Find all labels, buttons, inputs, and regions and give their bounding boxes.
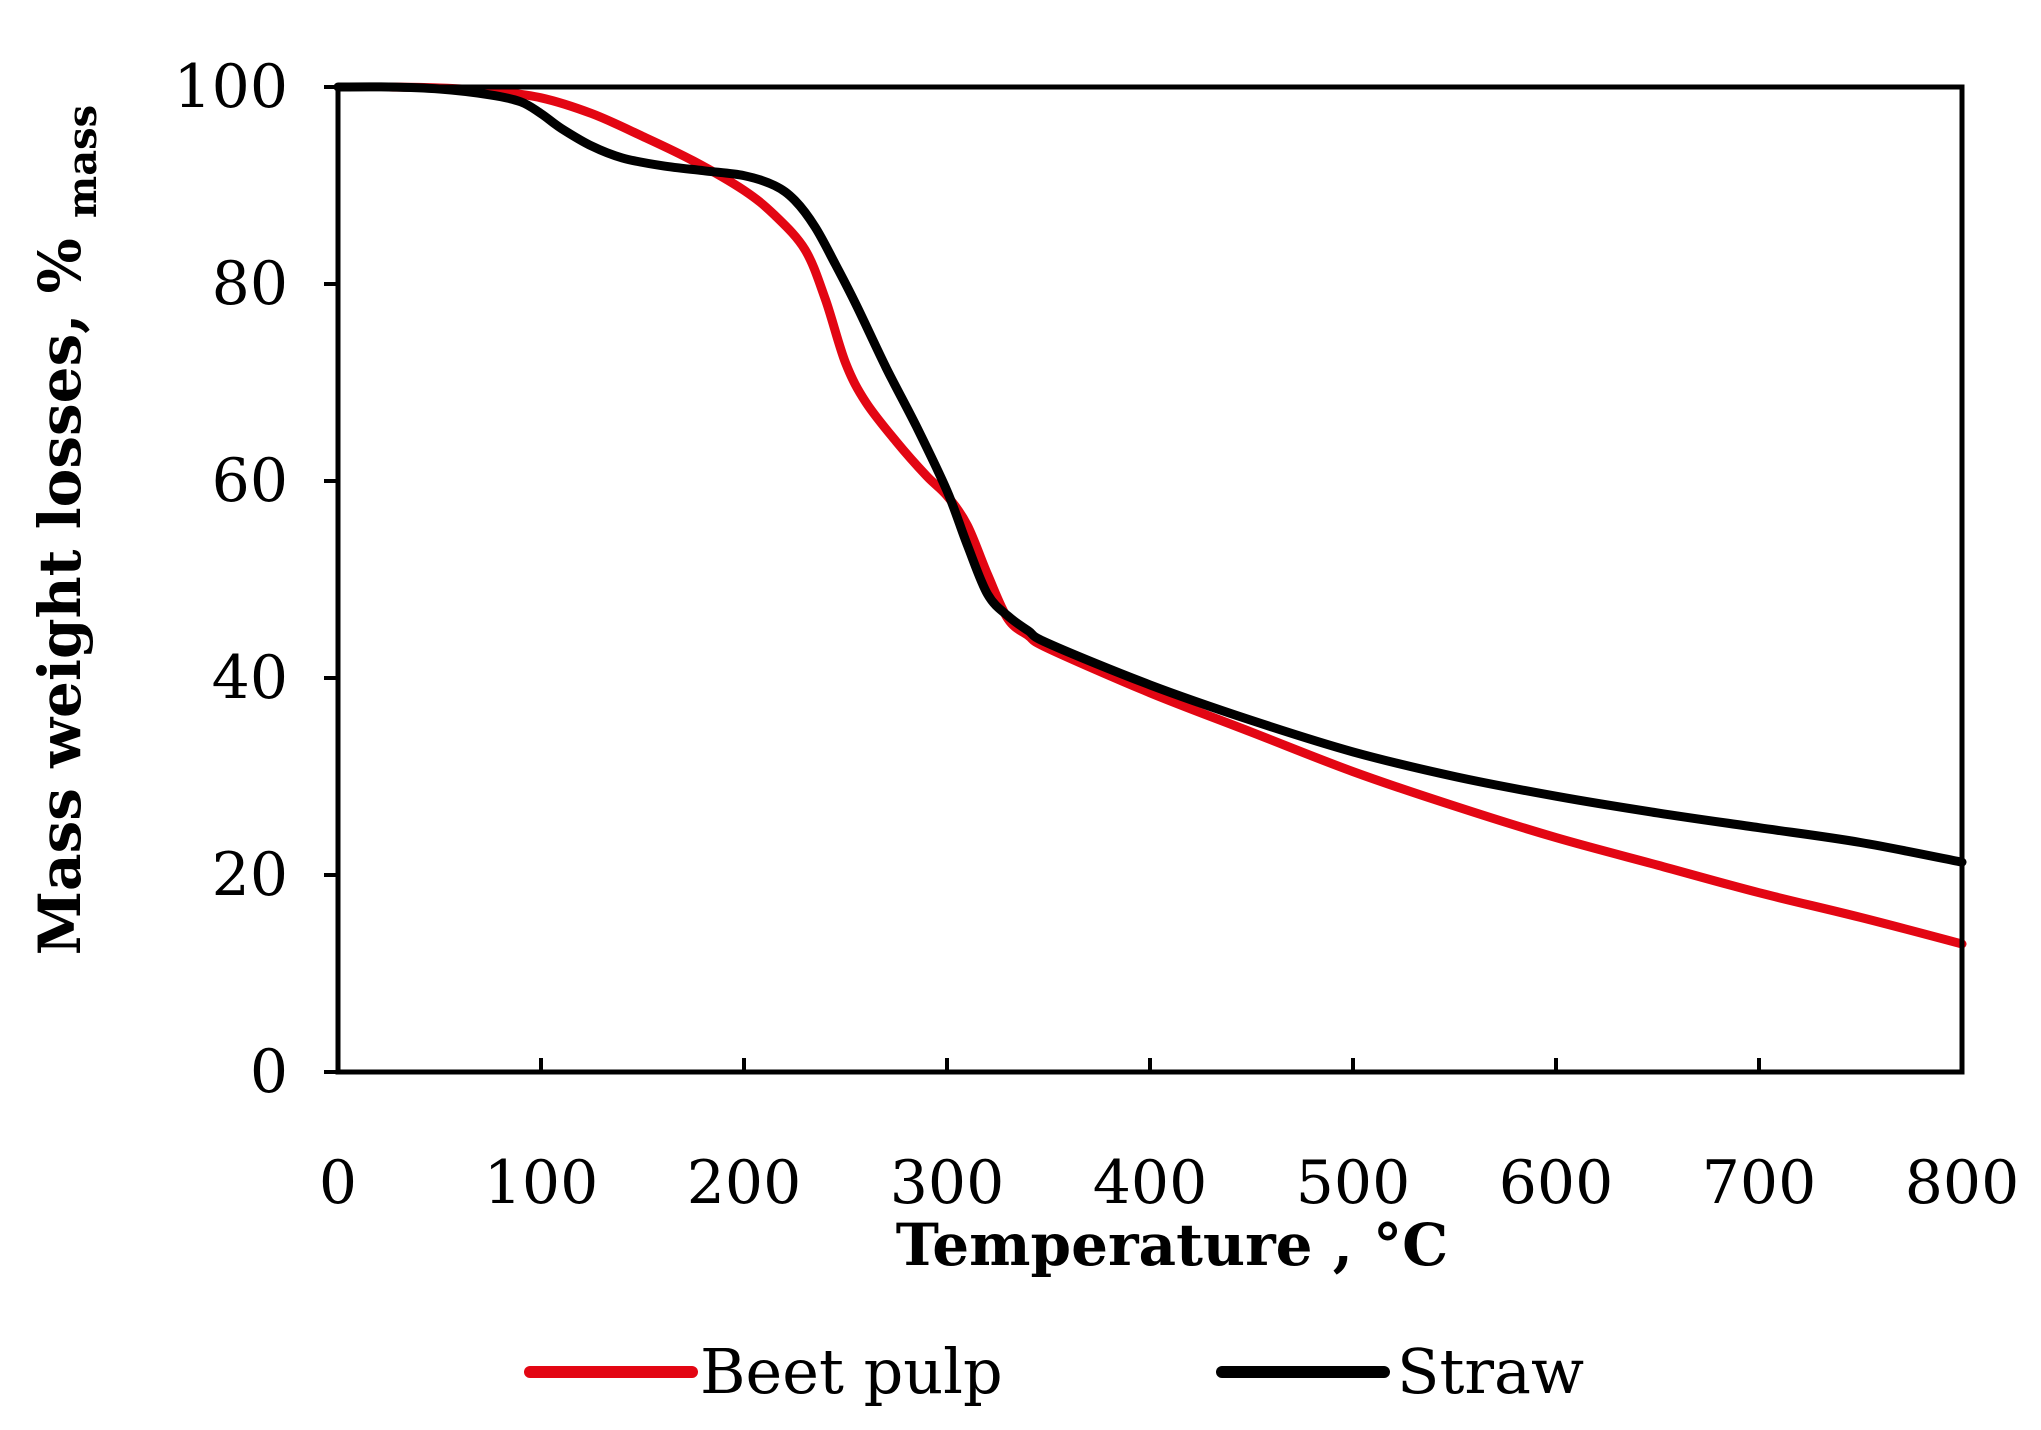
x-tick-label: 800 [1905,1148,2020,1218]
series-line-beet-pulp [384,82,1967,949]
y-axis-title-main: Mass weight losses, % [26,238,94,955]
y-axis-title-subscript: mass [59,105,106,218]
x-tick-label: 300 [890,1148,1005,1218]
y-tick-label: 60 [212,446,288,516]
y-tick-label: 0 [250,1037,288,1107]
legend-item-straw: Straw [1216,1335,1584,1408]
legend-label-beet-pulp: Beet pulp [700,1335,1003,1408]
x-tick-label: 100 [484,1148,599,1218]
y-tick-label: 100 [173,52,288,122]
series-line-straw [333,82,1967,867]
x-axis-title: Temperature , °C [896,1211,1449,1279]
plot-frame [335,84,1965,1075]
x-tick-label: 500 [1296,1148,1411,1218]
y-ticks: 0 20 40 60 80 100 [173,52,338,1107]
y-tick-label: 80 [212,249,288,319]
y-tick-label: 40 [212,643,288,713]
legend-item-beet-pulp: Beet pulp [524,1335,1003,1408]
x-tick-label: 600 [1499,1148,1614,1218]
x-tick-label: 700 [1702,1148,1817,1218]
x-tick-label: 200 [687,1148,802,1218]
y-axis-title: Mass weight losses, % mass [26,105,106,955]
legend: Beet pulp Straw [524,1335,1584,1408]
y-tick-label: 20 [212,840,288,910]
x-tick-label: 400 [1093,1148,1208,1218]
x-ticks: 0 100 200 300 400 500 600 700 800 [319,1058,2019,1218]
x-tick-label: 0 [319,1148,357,1218]
legend-label-straw: Straw [1397,1335,1584,1408]
series-layer [333,82,1967,949]
